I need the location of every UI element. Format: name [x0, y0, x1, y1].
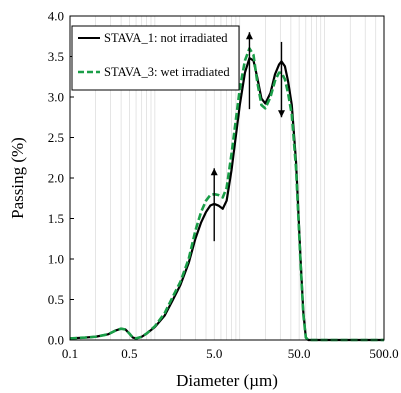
y-tick-label: 3.5 — [48, 49, 64, 64]
y-tick-label: 2.5 — [48, 130, 64, 145]
x-tick-label: 50.0 — [288, 346, 311, 361]
annotations — [210, 32, 285, 242]
arrow-head-up — [245, 32, 253, 40]
series-line-2 — [69, 47, 384, 342]
legend-label-stava-3: STAVA_3: wet irradiated — [104, 65, 230, 79]
legend-box — [71, 25, 240, 91]
arrow-head-up — [210, 168, 218, 176]
x-tick-label: 500.0 — [369, 346, 398, 361]
x-axis-title: Diameter (µm) — [176, 371, 278, 390]
legend-label-stava-1: STAVA_1: not irradiated — [104, 31, 228, 45]
y-tick-label: 0.0 — [48, 333, 64, 348]
tick-labels: 0.1 0.5 5.0 50.0 500.0 0.0 0.5 1.0 1.5 2.0 2.5 3.0 3… — [48, 9, 399, 362]
y-tick-label: 0.5 — [48, 292, 64, 307]
legend: STAVA_1: not irradiated STAVA_3: wet irr… — [71, 25, 240, 91]
y-tick-label: 2.0 — [48, 171, 64, 186]
x-tick-label: 0.1 — [62, 346, 78, 361]
series-group — [69, 47, 384, 342]
y-tick-label: 1.0 — [48, 252, 64, 267]
x-tick-label: 0.5 — [121, 346, 137, 361]
y-axis-title: Passing (%) — [8, 137, 27, 219]
x-tick-label: 5.0 — [206, 346, 222, 361]
y-tick-label: 3.0 — [48, 90, 64, 105]
arrow-head-down — [277, 110, 285, 118]
y-tick-label: 1.5 — [48, 211, 64, 226]
y-tick-label: 4.0 — [48, 9, 64, 24]
